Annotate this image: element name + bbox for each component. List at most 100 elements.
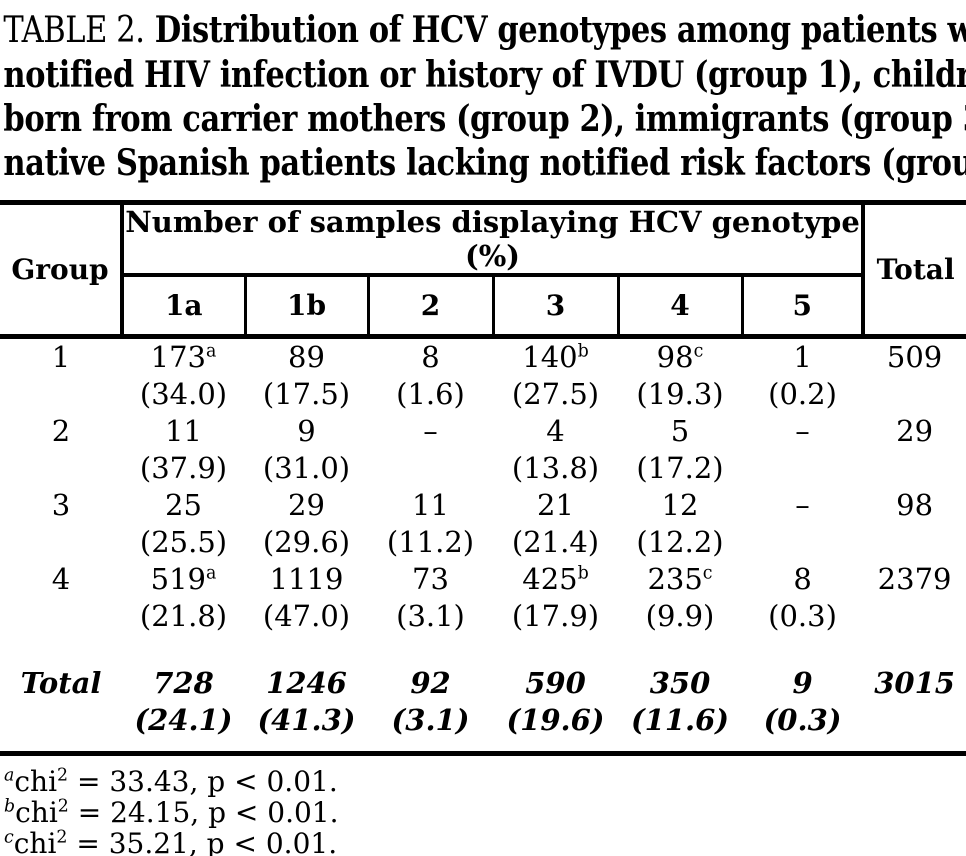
row-total: 2379 (877, 562, 952, 596)
footnote-exponent: 2 (57, 796, 69, 817)
cell-percent: (21.8) (139, 599, 228, 633)
hcv-genotype-table: Group Number of samples displaying HCV g… (0, 200, 966, 756)
cell-count: 9 (297, 414, 316, 448)
cell-percent: (19.6) (506, 703, 605, 737)
cell-percent: (13.8) (511, 451, 600, 485)
genotype-total-cell: 9 (0.3) (742, 635, 863, 754)
cell-count: 8 (421, 340, 440, 374)
genotype-cell: 1 (0.2) (742, 337, 863, 414)
footnotes: achi2 = 33.43, p < 0.01. bchi2 = 24.15, … (0, 766, 966, 856)
cell-count: 1119 (269, 562, 344, 596)
genotype-cell: 25 (25.5) (122, 487, 245, 561)
table-row-group-4: 4 519a (21.8) 1119 (47.0) 73 (3.1) 425b (17.… (0, 561, 966, 635)
cell-count: 89 (288, 340, 325, 374)
cell-count: 5 (670, 414, 690, 448)
footnote-text: = 24.15, p < 0.01. (68, 796, 339, 829)
group-label: 3 (51, 488, 71, 522)
table-row-group-3: 3 25 (25.5) 29 (29.6) 11 (11.2) 21 (21.4) 12… (0, 487, 966, 561)
group-label: 2 (51, 414, 71, 448)
cell-count: 8 (793, 562, 812, 596)
cell-percent: (24.1) (134, 703, 233, 737)
cell-percent: (0.3) (768, 599, 837, 633)
footnote-marker: a (4, 765, 15, 786)
cell-count: 92 (410, 666, 451, 700)
row-total: 98 (896, 488, 934, 522)
footnote-marker: b (4, 796, 16, 817)
table-row-total: Total 728 (24.1) 1246 (41.3) 92 (3.1) 590 (1… (0, 635, 966, 754)
cell-percent: (0.2) (768, 377, 837, 411)
cell-count: 11 (165, 414, 202, 448)
genotype-total-cell: 92 (3.1) (368, 635, 493, 754)
cell-percent: (17.2) (636, 451, 724, 485)
footnote-ref: a (205, 341, 217, 362)
footnote-exponent: 2 (57, 765, 69, 786)
column-header-genotype-span: Number of samples displaying HCV genotyp… (122, 202, 864, 277)
cell-percent: (11.6) (630, 703, 730, 737)
table-header: Group Number of samples displaying HCV g… (0, 202, 966, 339)
genotype-cell: 5 (17.2) (618, 413, 742, 487)
cell-count: 140b (522, 340, 589, 374)
footnote-marker: c (4, 827, 14, 848)
row-total: 29 (896, 414, 934, 448)
grand-total: 3015 (874, 666, 955, 700)
genotype-cell: 140b (27.5) (493, 337, 618, 414)
cell-count: 235c (647, 562, 713, 596)
table-row-group-2: 2 11 (37.9) 9 (31.0) – 4 (13.8) 5 (17.2) – 2… (0, 413, 966, 487)
genotype-cell: 12 (12.2) (618, 487, 742, 561)
genotype-cell: 29 (29.6) (245, 487, 368, 561)
cell-percent: (17.5) (262, 377, 351, 411)
genotype-cell: 11 (37.9) (122, 413, 245, 487)
cell-percent: (17.9) (511, 599, 600, 633)
cell-count: 173a (150, 340, 217, 374)
genotype-cell: 21 (21.4) (493, 487, 618, 561)
caption-line-3: born from carrier mothers (group 2), imm… (3, 98, 966, 140)
genotype-total-cell: 590 (19.6) (493, 635, 618, 754)
cell-count: 29 (288, 488, 325, 522)
cell-count: 12 (661, 488, 699, 522)
genotype-cell: – (368, 413, 493, 487)
column-header-genotype-3: 3 (493, 275, 620, 339)
cell-percent: (9.9) (645, 599, 715, 633)
cell-count: 9 (792, 666, 813, 700)
footnote-text: = 35.21, p < 0.01. (67, 827, 338, 856)
genotype-cell: 8 (0.3) (742, 561, 863, 635)
cell-percent: (3.1) (396, 599, 465, 633)
cell-percent: (21.4) (511, 525, 600, 559)
cell-percent: (41.3) (257, 703, 356, 737)
table-number-label: TABLE 2. (3, 10, 145, 51)
cell-percent: (47.0) (262, 599, 351, 633)
table-caption: TABLE 2. Distribution of HCV genotypes a… (0, 0, 966, 185)
total-row-label: Total (20, 666, 102, 700)
genotype-cell: 173a (34.0) (122, 337, 245, 414)
genotype-cell: 519a (21.8) (122, 561, 245, 635)
footnote-ref: c (693, 341, 704, 362)
cell-count: 350 (649, 666, 711, 700)
cell-percent: (1.6) (396, 377, 465, 411)
column-header-group: Group (0, 202, 124, 339)
cell-percent: (37.9) (139, 451, 228, 485)
genotype-cell: 8 (1.6) (368, 337, 493, 414)
group-label: 4 (51, 562, 71, 596)
group-label: 1 (51, 340, 71, 374)
genotype-cell: 9 (31.0) (245, 413, 368, 487)
cell-percent: (29.6) (262, 525, 351, 559)
genotype-cell: 4 (13.8) (493, 413, 618, 487)
column-header-genotype-2: 2 (368, 275, 495, 339)
cell-count: 1246 (266, 666, 347, 700)
footnote-b: bchi2 = 24.15, p < 0.01. (4, 797, 966, 828)
cell-count: 425b (522, 562, 589, 596)
footnote-ref: c (702, 563, 713, 584)
column-header-total: Total (861, 202, 966, 339)
cell-percent: (0.3) (763, 703, 842, 737)
footnote-exponent: 2 (56, 827, 68, 848)
cell-percent: (25.5) (139, 525, 228, 559)
cell-percent: (27.5) (511, 377, 600, 411)
cell-count: 590 (525, 666, 586, 700)
column-header-genotype-4: 4 (618, 275, 744, 339)
cell-count: – (795, 488, 810, 522)
footnote-ref: b (577, 341, 589, 362)
genotype-cell: 98c (19.3) (618, 337, 742, 414)
cell-count: 4 (546, 414, 565, 448)
footnote-term: chi (13, 827, 57, 856)
